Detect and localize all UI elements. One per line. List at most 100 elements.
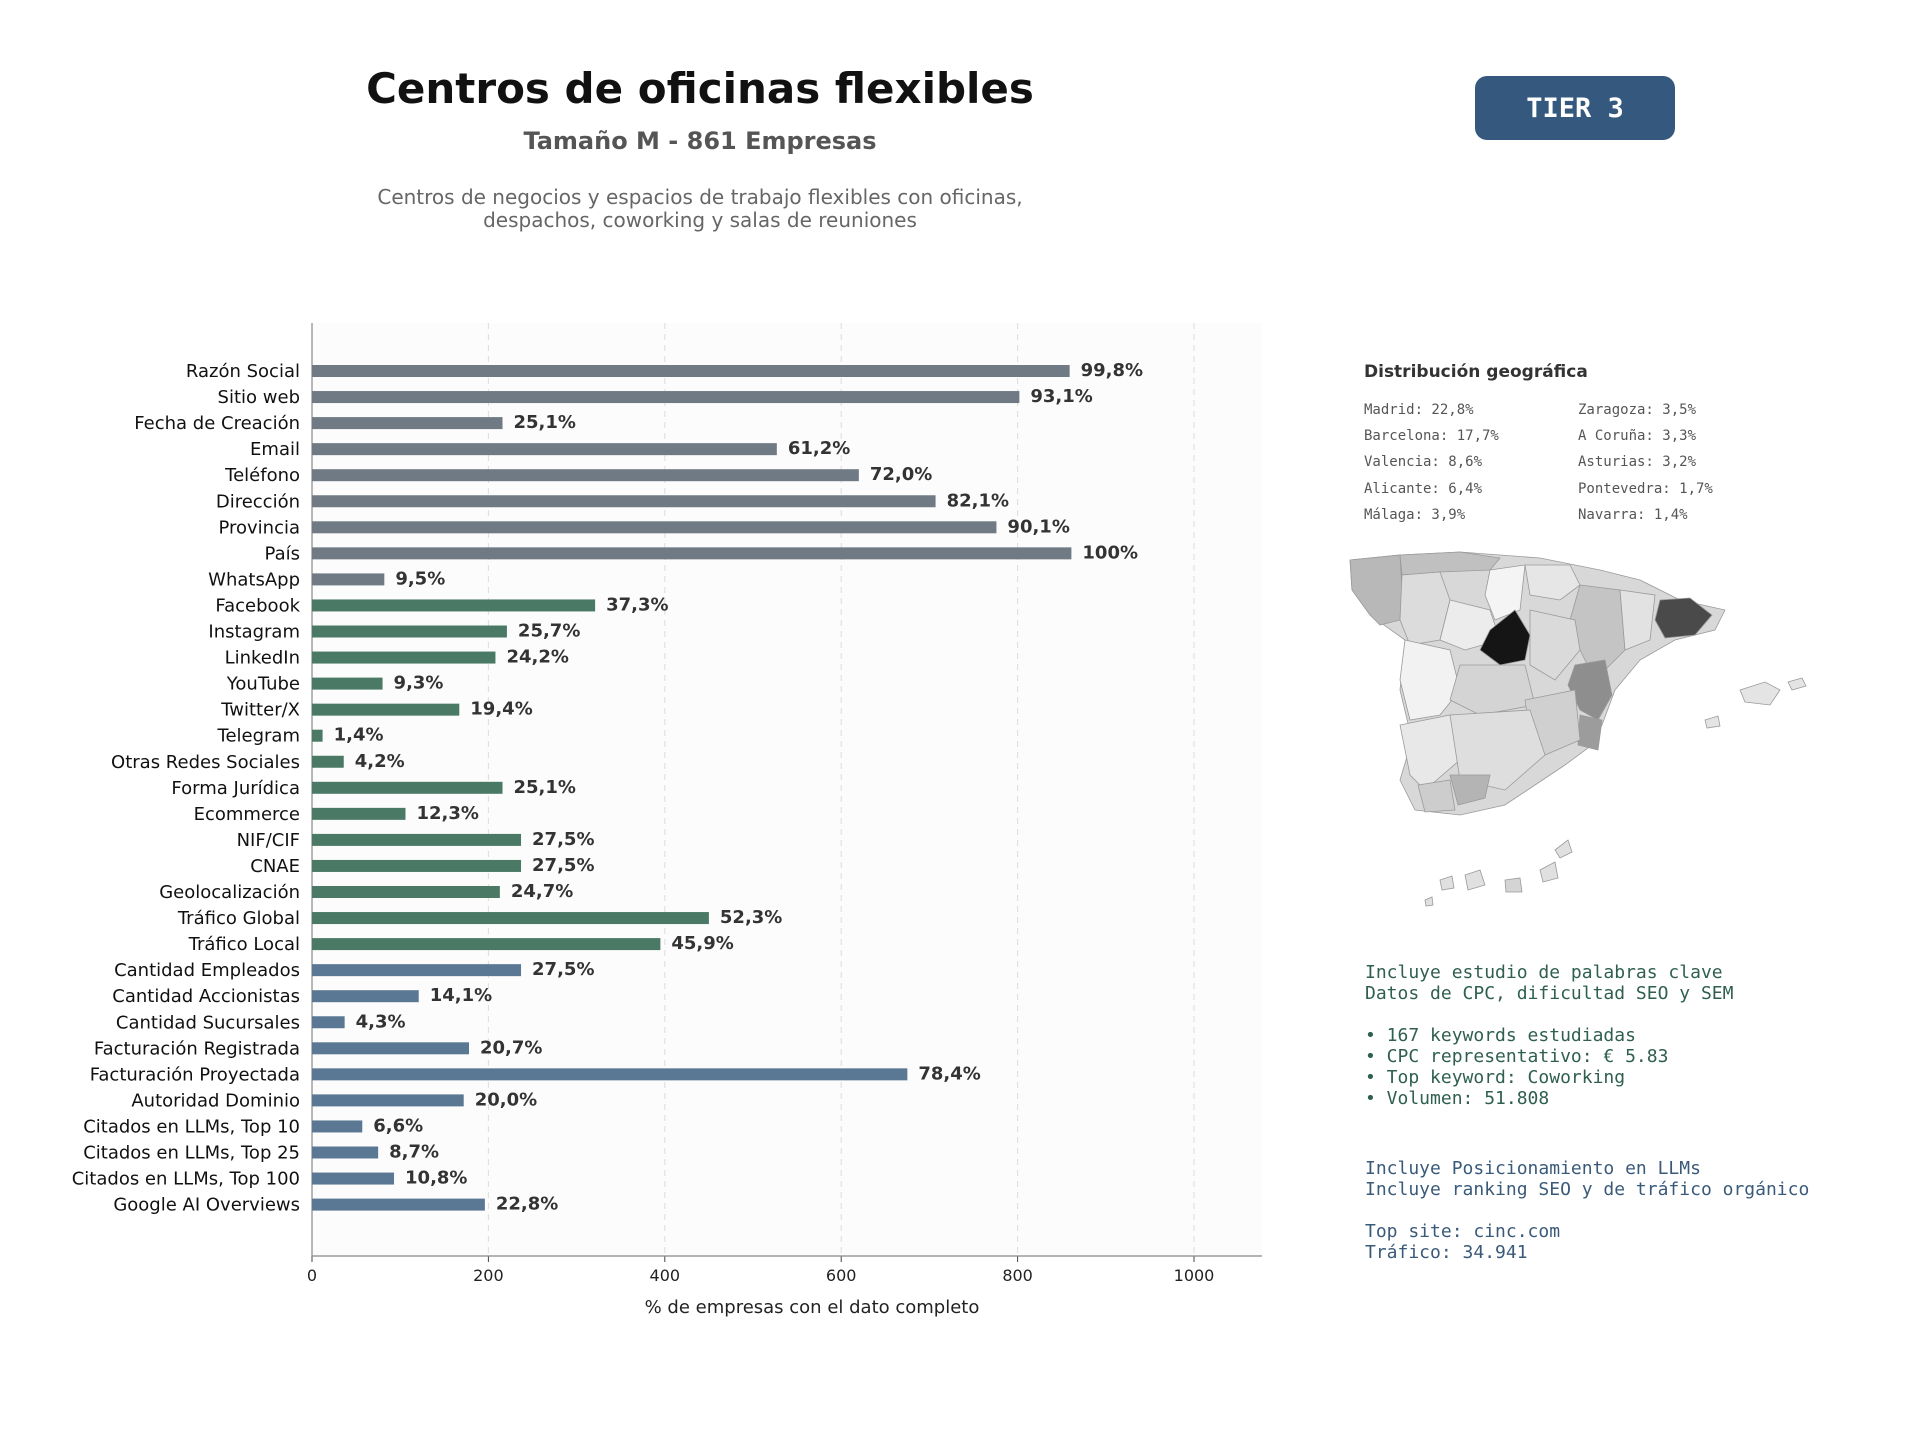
category-label: Dirección [216,491,300,512]
map-region [1524,564,1581,601]
keywords-line: Incluye estudio de palabras clave [1365,962,1723,983]
data-label: 1,4% [334,725,384,746]
category-label: Ecommerce [194,804,300,825]
data-label: 93,1% [1030,386,1092,407]
bar [312,1146,379,1159]
bar [312,1172,395,1185]
bar [312,1068,908,1081]
bar [312,1094,464,1107]
bar [312,573,385,586]
map-region [1554,839,1573,859]
data-label: 20,0% [475,1089,537,1110]
map-region [1439,875,1455,891]
category-label: Teléfono [224,465,300,486]
keywords-line [1365,1004,1733,1025]
category-label: Twitter/X [220,700,300,721]
bar [312,859,522,872]
category-label: Geolocalización [159,882,300,903]
bar [312,1120,363,1133]
x-tick-label: 0 [307,1266,317,1285]
bar [312,547,1072,560]
bar [312,677,383,690]
bar [312,807,406,820]
category-label: Tráfico Local [188,934,300,955]
keywords-line: • 167 keywords estudiadas [1365,1025,1636,1046]
llm-line: Top site: cinc.com [1365,1221,1561,1242]
map-region [1349,554,1403,626]
data-label: 72,0% [870,464,932,485]
category-label: Facebook [215,595,300,616]
geo-title: Distribución geográfica [1364,362,1588,382]
geo-item: Valencia: 8,6% [1364,454,1483,470]
bar [312,521,997,534]
data-label: 10,8% [405,1168,467,1189]
category-label: Cantidad Sucursales [116,1012,300,1033]
category-label: NIF/CIF [237,830,300,851]
bar [312,365,1070,377]
map-region [1577,714,1603,751]
data-label: 24,7% [511,881,573,902]
bar [312,886,500,898]
x-axis-label: % de empresas con el dato completo [645,1297,980,1318]
map-region [1787,677,1807,691]
geo-item: Navarra: 1,4% [1578,507,1688,523]
data-label: 9,5% [395,568,445,589]
bar [312,1016,345,1029]
map-region [1449,709,1546,791]
category-label: Autoridad Dominio [131,1090,300,1111]
description-line-1: Centros de negocios y espacios de trabaj… [377,185,1023,209]
bar [312,443,777,456]
category-label: Citados en LLMs, Top 10 [83,1116,300,1137]
page-title: Centros de oficinas flexibles [366,64,1034,113]
bar [312,651,496,664]
keywords-line: • Volumen: 51.808 [1365,1088,1550,1109]
data-label: 20,7% [480,1037,542,1058]
data-label: 24,2% [506,647,568,668]
map-region [1529,609,1581,681]
data-label: 19,4% [470,699,532,720]
map-region [1739,681,1781,706]
category-label: Cantidad Empleados [114,960,300,981]
data-label: 4,3% [356,1011,406,1032]
data-label: 100% [1082,542,1138,563]
spain-region-map [1349,551,1807,907]
category-label: CNAE [250,856,300,877]
geo-item: Barcelona: 17,7% [1364,428,1499,444]
data-label: 22,8% [496,1194,558,1215]
geo-item: Asturias: 3,2% [1578,454,1697,470]
page-description: Centros de negocios y espacios de trabaj… [300,186,1100,232]
llm-line [1365,1200,1809,1221]
x-tick-label: 600 [826,1266,857,1285]
category-label: LinkedIn [225,648,300,669]
category-label: Instagram [208,622,300,643]
bar [312,912,709,925]
bar [312,990,419,1003]
bar [312,703,460,716]
bar [312,755,344,768]
bar [312,781,503,794]
llm-line: Incluye ranking SEO y de tráfico orgánic… [1365,1179,1810,1200]
map-region [1539,861,1559,883]
data-label: 37,3% [606,594,668,615]
data-label: 27,5% [532,829,594,850]
data-label: 8,7% [389,1142,439,1163]
data-label: 25,1% [514,777,576,798]
llm-line: Incluye Posicionamiento en LLMs [1365,1158,1701,1179]
category-label: Provincia [218,517,300,538]
data-label: 9,3% [394,673,444,694]
category-label: Citados en LLMs, Top 100 [72,1169,300,1190]
geo-item: A Coruña: 3,3% [1578,428,1697,444]
bar [312,1042,469,1055]
keywords-line: • Top keyword: Coworking [1365,1067,1626,1088]
map-region [1399,639,1461,721]
data-label: 99,8% [1081,360,1143,381]
category-label: País [265,543,300,564]
category-label: Sitio web [218,387,300,408]
category-label: Facturación Proyectada [90,1064,300,1085]
category-label: Google AI Overviews [113,1195,300,1216]
category-label: Fecha de Creación [134,413,300,434]
category-label: Forma Jurídica [171,778,300,799]
bar [312,391,1020,404]
category-label: Razón Social [186,361,300,382]
category-label: Telegram [217,726,300,747]
